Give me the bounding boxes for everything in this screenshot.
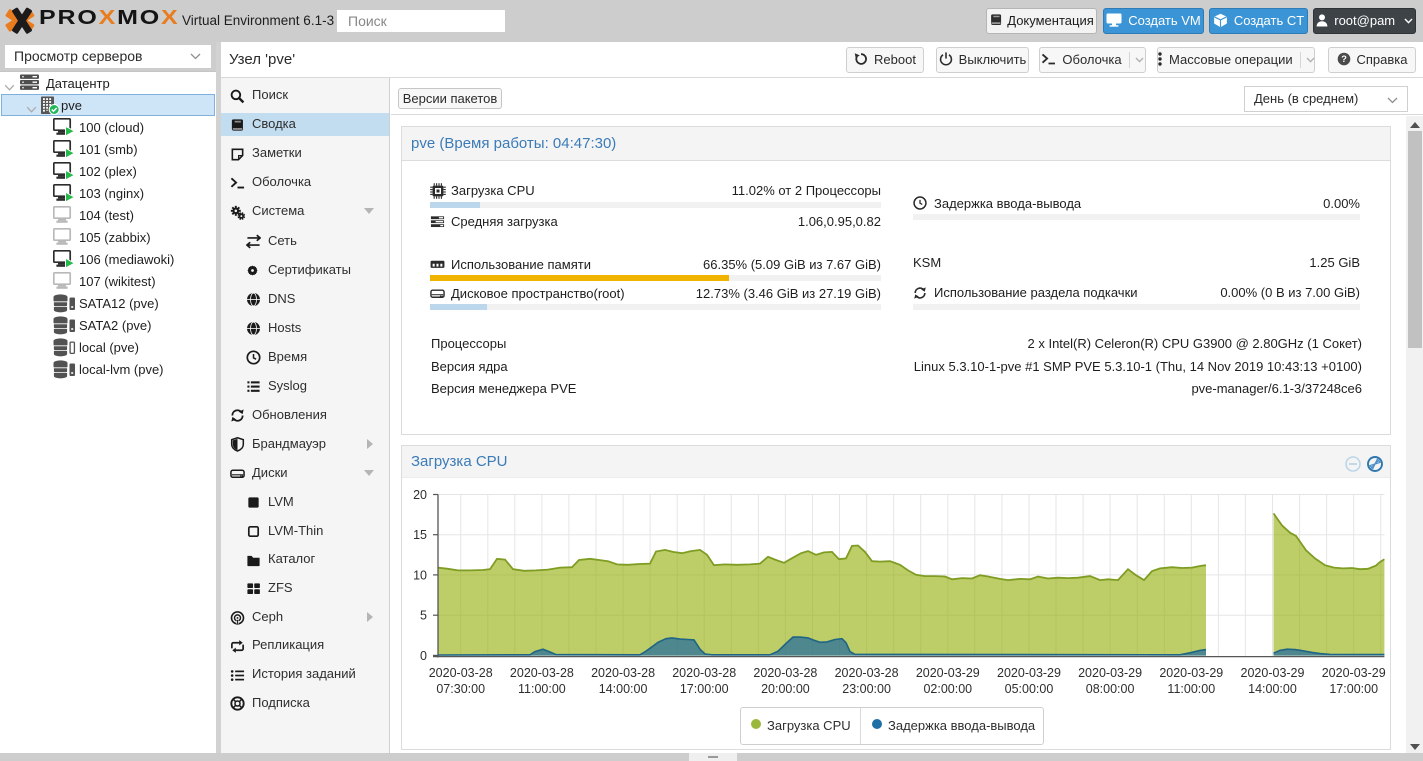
svg-text:14:00:00: 14:00:00 bbox=[599, 682, 648, 696]
svg-text:2020-03-29: 2020-03-29 bbox=[916, 666, 980, 680]
svg-text:07:30:00: 07:30:00 bbox=[436, 682, 485, 696]
svg-text:2020-03-29: 2020-03-29 bbox=[1322, 666, 1386, 680]
svg-text:2020-03-28: 2020-03-28 bbox=[591, 666, 655, 680]
svg-text:20:00:00: 20:00:00 bbox=[761, 682, 810, 696]
svg-text:05:00:00: 05:00:00 bbox=[1005, 682, 1054, 696]
svg-text:2020-03-28: 2020-03-28 bbox=[429, 666, 493, 680]
svg-text:2020-03-29: 2020-03-29 bbox=[1078, 666, 1142, 680]
svg-text:11:00:00: 11:00:00 bbox=[1167, 682, 1215, 696]
svg-text:2020-03-28: 2020-03-28 bbox=[835, 666, 899, 680]
svg-text:10: 10 bbox=[413, 568, 427, 582]
svg-text:5: 5 bbox=[420, 609, 427, 623]
svg-text:2020-03-28: 2020-03-28 bbox=[672, 666, 736, 680]
svg-text:?: ? bbox=[1341, 54, 1347, 64]
svg-text:11:00:00: 11:00:00 bbox=[518, 682, 566, 696]
svg-text:17:00:00: 17:00:00 bbox=[680, 682, 729, 696]
svg-text:2020-03-29: 2020-03-29 bbox=[997, 666, 1061, 680]
svg-text:2020-03-29: 2020-03-29 bbox=[1159, 666, 1223, 680]
svg-text:2020-03-28: 2020-03-28 bbox=[753, 666, 817, 680]
svg-text:15: 15 bbox=[413, 528, 427, 542]
svg-text:14:00:00: 14:00:00 bbox=[1248, 682, 1297, 696]
svg-text:23:00:00: 23:00:00 bbox=[842, 682, 891, 696]
svg-text:2020-03-29: 2020-03-29 bbox=[1241, 666, 1305, 680]
svg-text:02:00:00: 02:00:00 bbox=[923, 682, 972, 696]
svg-text:2020-03-28: 2020-03-28 bbox=[510, 666, 574, 680]
svg-text:17:00:00: 17:00:00 bbox=[1329, 682, 1378, 696]
svg-text:0: 0 bbox=[420, 649, 427, 663]
svg-text:20: 20 bbox=[413, 488, 427, 502]
svg-text:08:00:00: 08:00:00 bbox=[1086, 682, 1135, 696]
